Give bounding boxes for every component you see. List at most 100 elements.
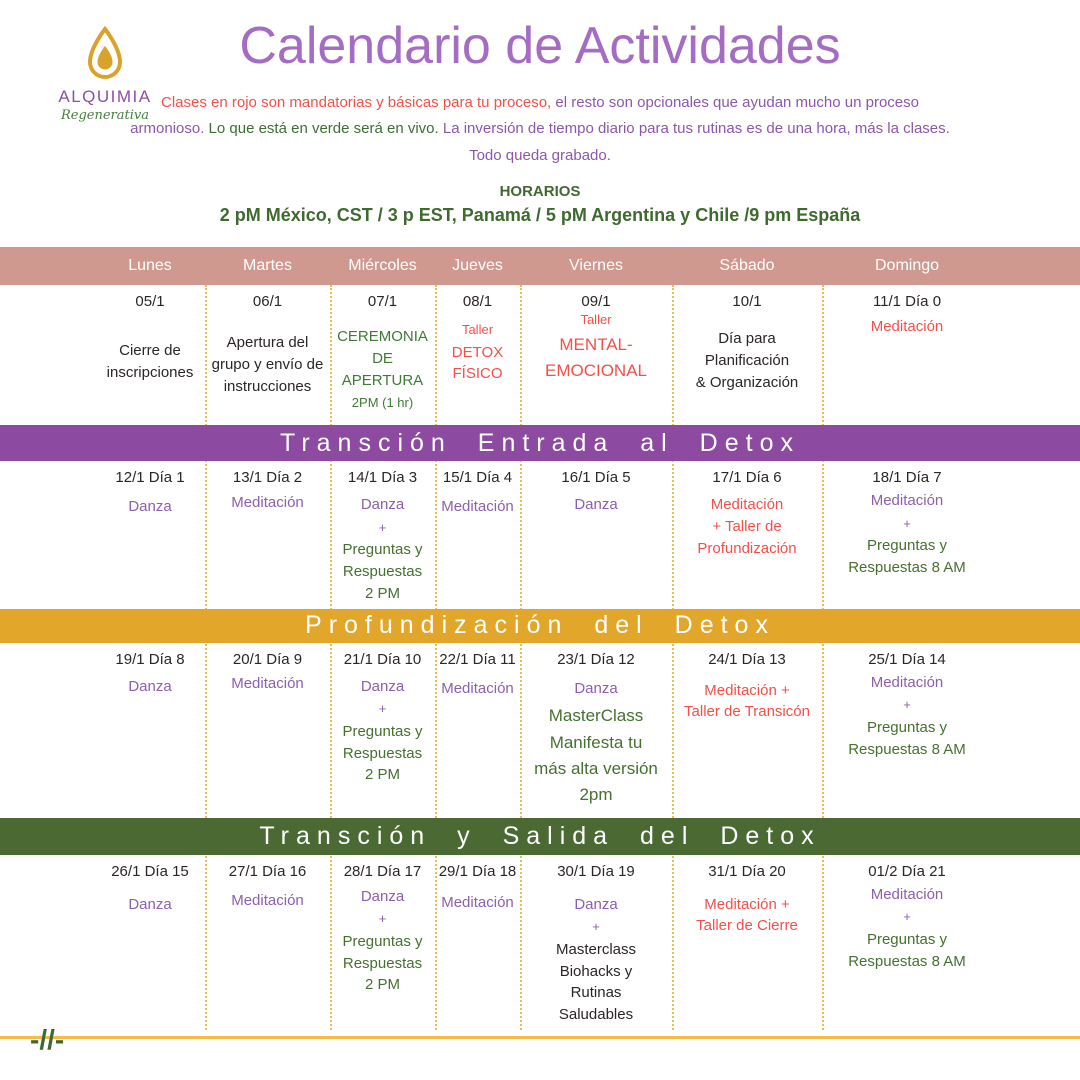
column-separator xyxy=(330,285,332,1030)
calendar-cell: 31/1 Día 20 Meditación + Taller de Cierre xyxy=(672,855,822,1033)
cell-activity: Meditación xyxy=(870,885,944,903)
week-row: 05/1 Cierre de inscripciones 06/1 Apertura … xyxy=(0,285,1080,425)
calendar-cell: 05/1 Cierre de inscripciones xyxy=(95,285,205,425)
cell-date: 19/1 Día 8 xyxy=(115,650,185,668)
cell-date: 17/1 Día 6 xyxy=(712,469,782,486)
cell-date: 30/1 Día 19 xyxy=(557,862,635,880)
cell-date: 11/1 Día 0 xyxy=(872,293,942,310)
banner-profundizacion: Profundización del Detox xyxy=(0,608,1080,643)
calendar-cell: 20/1 Día 9 Meditación xyxy=(205,643,330,818)
cell-activity: Apertura del grupo y envío de instruccio… xyxy=(211,334,324,395)
cell-date: 22/1 Día 11 xyxy=(439,650,516,668)
cell-activity: Meditación xyxy=(441,893,514,911)
cell-date: 01/2 Día 21 xyxy=(868,862,946,880)
cell-date: 06/1 xyxy=(252,293,283,310)
cell-activity: + xyxy=(903,697,911,713)
column-separator xyxy=(435,285,437,1030)
banner-transicion-entrada: Transción Entrada al Detox xyxy=(0,425,1080,461)
cell-date: 07/1 xyxy=(367,293,398,310)
intro-text: Clases en rojo son mandatorias y básicas… xyxy=(40,90,1040,169)
cell-date: 20/1 Día 9 xyxy=(232,650,303,668)
cell-activity: Meditación xyxy=(231,494,304,511)
cell-activity: Meditación + Taller de Transicón xyxy=(684,681,810,721)
calendar-cell: 30/1 Día 19 Danza + Masterclass Biohacks y … xyxy=(520,855,672,1033)
week-row: 26/1 Día 15 Danza 27/1 Día 16 Meditación 28/… xyxy=(0,855,1080,1033)
intro-segment: Clases en rojo son mandatorias y básicas… xyxy=(161,94,556,111)
day-header-row: Lunes Martes Miércoles Jueves Viernes Sábado D… xyxy=(0,247,1080,285)
calendar-cell: 19/1 Día 8 Danza xyxy=(95,643,205,818)
left-gutter xyxy=(0,461,95,609)
cell-activity: Preguntas y Respuestas 8 AM xyxy=(848,930,966,970)
cell-activity: Danza xyxy=(128,498,172,515)
day-header-sábado: Sábado xyxy=(719,257,775,274)
droplet-logo-icon xyxy=(83,25,127,84)
cell-date: 24/1 Día 13 xyxy=(708,650,786,668)
page-title: Calendario de Actividades xyxy=(239,17,841,75)
cell-activity: Danza xyxy=(574,496,618,513)
day-header-viernes: Viernes xyxy=(569,257,623,274)
calendar-cell: 26/1 Día 15 Danza xyxy=(95,855,205,1033)
cell-date: 27/1 Día 16 xyxy=(228,862,307,880)
cell-date: 16/1 Día 5 xyxy=(561,469,631,486)
logo: ALQUIMIA Regenerativa xyxy=(50,25,160,123)
cell-date: 29/1 Día 18 xyxy=(438,862,517,880)
week-row: 12/1 Día 1 Danza 13/1 Día 2 Meditación 14/1 … xyxy=(0,461,1080,609)
cell-date: 10/1 xyxy=(732,293,762,310)
footer-mark: -//- xyxy=(30,1024,65,1055)
calendar-cell: 22/1 Día 11 Meditación xyxy=(435,643,520,818)
logo-tagline: Regenerativa xyxy=(60,108,149,123)
cell-activity: Masterclass Biohacks y Rutinas Saludable… xyxy=(555,940,637,1024)
cell-activity: + xyxy=(378,911,387,927)
footer-divider xyxy=(0,1036,1080,1039)
cell-activity: MENTAL- EMOCIONAL xyxy=(544,334,648,380)
banner-transicion-salida: Transción y Salida del Detox xyxy=(0,817,1080,855)
logo-name: ALQUIMIA xyxy=(58,87,152,106)
cell-activity: Danza xyxy=(574,679,618,697)
cell-date: 15/1 Día 4 xyxy=(442,469,513,486)
cell-activity: + xyxy=(378,519,387,535)
left-gutter xyxy=(0,855,95,1033)
day-header-martes: Martes xyxy=(243,257,292,274)
cell-activity: Danza xyxy=(128,895,172,913)
cell-date: 05/1 xyxy=(135,293,165,310)
week-row: 19/1 Día 8 Danza 20/1 Día 9 Meditación 21/1 … xyxy=(0,643,1080,818)
cell-activity: Preguntas y Respuestas 2 PM xyxy=(342,541,423,602)
cell-activity: + xyxy=(378,701,387,717)
cell-activity: Danza xyxy=(128,677,172,695)
day-header-domingo: Domingo xyxy=(874,257,940,274)
cell-activity: Meditación xyxy=(870,318,944,335)
cell-activity: Meditación xyxy=(231,674,304,692)
left-gutter xyxy=(0,285,95,425)
calendar-cell: 16/1 Día 5 Danza xyxy=(520,461,672,609)
calendar-cell: 09/1 Taller MENTAL- EMOCIONAL xyxy=(520,285,672,425)
calendar-cell: 06/1 Apertura del grupo y envío de instru… xyxy=(205,285,330,425)
cell-date: 26/1 Día 15 xyxy=(111,862,189,880)
calendar-cell: 24/1 Día 13 Meditación + Taller de Transi… xyxy=(672,643,822,818)
schedule-times: 2 pM México, CST / 3 p EST, Panamá / 5 p… xyxy=(219,204,861,225)
cell-date: 28/1 Día 17 xyxy=(343,862,422,880)
cell-activity: Preguntas y Respuestas 8 AM xyxy=(848,718,966,758)
cell-activity: Preguntas y Respuestas 2 PM xyxy=(342,932,423,994)
cell-activity: Meditación + Taller de Cierre xyxy=(696,895,798,935)
cell-activity: Danza xyxy=(360,496,405,513)
cell-date: 08/1 xyxy=(462,293,493,310)
calendar-cell: 23/1 Día 12 Danza MasterClass Manifesta tu… xyxy=(520,643,672,818)
schedule-heading: HORARIOS xyxy=(499,182,581,200)
cell-activity: + xyxy=(903,909,911,925)
cell-activity: 2PM (1 hr) xyxy=(351,395,414,411)
calendar-cell: 07/1 CEREMONIA DE APERTURA 2PM (1 hr) xyxy=(330,285,435,425)
calendar-cell: 15/1 Día 4 Meditación xyxy=(435,461,520,609)
cell-activity: Meditación xyxy=(231,891,304,909)
cell-activity: Taller xyxy=(461,322,494,337)
cell-activity: Preguntas y Respuestas 2 PM xyxy=(342,722,423,784)
column-separator xyxy=(205,285,207,1030)
intro-segment: Lo que está en verde será en vivo. xyxy=(208,120,443,138)
calendar-cell: 27/1 Día 16 Meditación xyxy=(205,855,330,1033)
day-header-miércoles: Miércoles xyxy=(348,257,417,274)
schedule-block: HORARIOS 2 pM México, CST / 3 p EST, Pan… xyxy=(0,183,1080,226)
cell-date: 13/1 Día 2 xyxy=(232,469,303,486)
column-separator xyxy=(822,285,824,1030)
cell-activity: Danza xyxy=(360,677,405,695)
cell-activity: MasterClass Manifesta tu más alta versió… xyxy=(534,706,658,805)
